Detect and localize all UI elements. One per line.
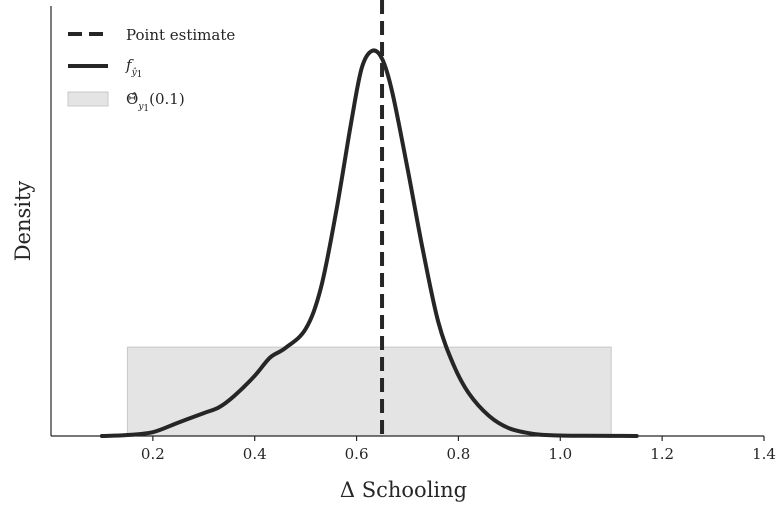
x-tick-label: 1.4 [752,445,776,463]
legend-density-subsub: 1 [137,70,143,80]
legend-swatch-interval [67,91,109,107]
legend-density-sub: ŷ [131,67,138,78]
legend-interval-arg: (0.1) [149,90,185,108]
legend: Point estimate fŷ1 Θ̂y1(0.1) [67,26,235,114]
legend-label-density: fŷ1 [125,56,142,80]
y-axis-label: Density [11,181,35,262]
x-tick-label: 1.0 [548,445,572,463]
x-tick-label: 0.8 [446,445,470,463]
legend-interval-sub: y [137,102,144,112]
x-ticks: 0.2 0.4 0.6 0.8 1.0 1.2 1.4 [141,436,776,463]
legend-interval-symbol: Θ̂ [126,90,138,108]
legend-density-symbol: f [125,56,134,74]
legend-label-interval: Θ̂y1(0.1) [126,90,185,114]
density-curve [99,48,639,438]
x-axis-label: Δ Schooling [340,478,467,502]
x-tick-label: 0.2 [141,445,165,463]
x-tick-label: 0.6 [345,445,369,463]
legend-label-point-estimate: Point estimate [126,26,235,44]
interval-band [126,346,612,437]
x-tick-label: 0.4 [243,445,267,463]
x-tick-label: 1.2 [650,445,674,463]
legend-interval-subsub: 1 [143,104,149,114]
